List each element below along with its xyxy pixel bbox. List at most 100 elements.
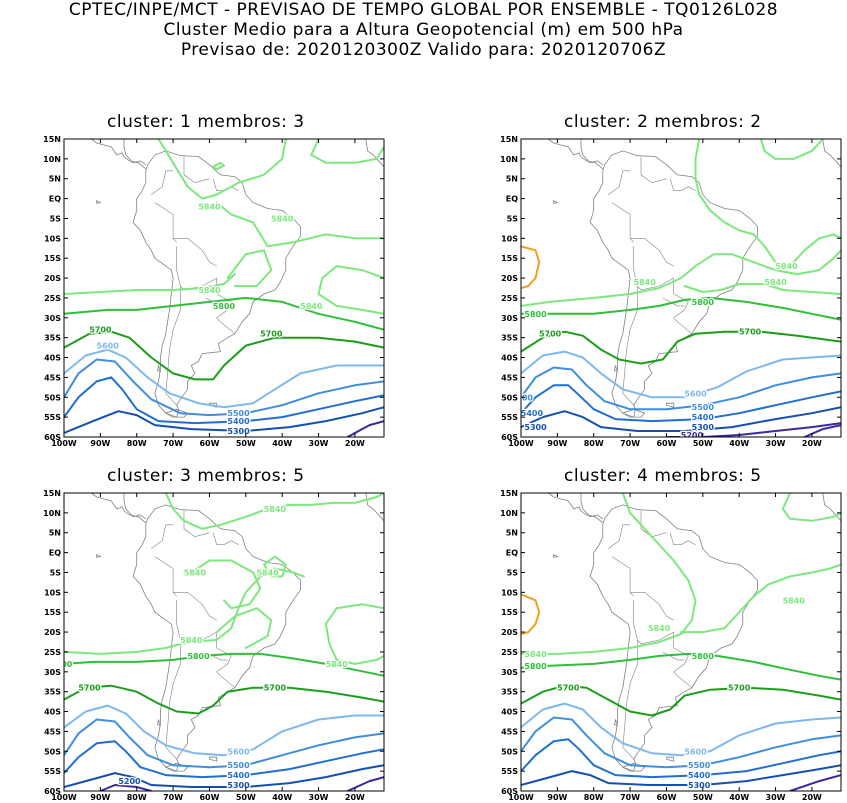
country-border: [173, 592, 217, 621]
country-border: [165, 286, 181, 406]
lon-tick-label: 60W: [656, 793, 676, 802]
lat-tick-label: 10S: [501, 234, 518, 243]
country-border: [622, 640, 638, 760]
lat-tick-label: 25S: [44, 294, 61, 303]
contour-label: 5840: [634, 278, 657, 287]
lat-tick-label: EQ: [506, 195, 518, 204]
lon-tick-label: 30W: [766, 793, 786, 802]
island-coastline: [614, 719, 619, 726]
lat-tick-label: 50S: [501, 393, 518, 402]
lat-tick-label: 5N: [49, 175, 61, 184]
lon-tick-label: 30W: [766, 439, 786, 448]
contour-line: [64, 358, 384, 417]
lat-tick-label: 20S: [44, 274, 61, 283]
country-border: [669, 532, 696, 545]
contour-line: [215, 607, 273, 649]
contour-line: [521, 330, 841, 365]
contour-line: [694, 139, 841, 268]
country-border: [151, 170, 174, 195]
lat-tick-label: 45S: [501, 727, 518, 736]
lon-tick-label: 20W: [802, 439, 822, 448]
lat-tick-label: 25S: [501, 648, 518, 657]
lon-tick-label: 70W: [163, 793, 183, 802]
country-border: [673, 278, 693, 334]
lat-tick-label: 60S: [44, 433, 61, 442]
lat-tick-label: 30S: [44, 668, 61, 677]
contour-line: [324, 603, 384, 665]
contour-line: [64, 348, 384, 409]
contour-line: [683, 283, 841, 295]
contour-line: [665, 422, 841, 437]
contour-line: [215, 201, 384, 248]
contour-label: 5300: [688, 781, 711, 790]
country-border: [154, 202, 177, 243]
contour-label: 5800: [524, 662, 547, 671]
country-border: [176, 246, 217, 291]
africa-coastline: [365, 493, 384, 522]
lat-tick-label: 10N: [43, 509, 61, 518]
contour-label: 5400: [688, 771, 711, 780]
lat-tick-label: 15N: [43, 489, 61, 498]
lat-tick-label: 40S: [44, 354, 61, 363]
south-america-coastline: [589, 504, 758, 772]
contour-line: [64, 296, 384, 331]
central-america-coastline: [123, 493, 147, 520]
contour-line: [64, 764, 384, 788]
country-border: [154, 556, 177, 597]
country-border: [165, 640, 181, 760]
lon-tick-label: 50W: [693, 439, 713, 448]
country-border: [669, 178, 696, 191]
contour-label: 5500: [692, 403, 715, 412]
lat-tick-label: EQ: [49, 549, 61, 558]
contour-label: 5840: [264, 505, 287, 514]
south-america-coastline: [132, 150, 301, 418]
contour-label: 5500: [688, 761, 711, 770]
island-coastline: [614, 365, 619, 372]
country-border: [630, 238, 674, 267]
lon-tick-label: 60W: [199, 439, 219, 448]
lat-tick-label: 30S: [501, 668, 518, 677]
country-border: [611, 202, 634, 243]
contour-line: [212, 161, 225, 171]
lat-tick-label: 5S: [507, 568, 519, 577]
contour-label: 5600: [227, 747, 250, 756]
contour-line: [521, 738, 841, 779]
contour-label: 5800: [213, 302, 236, 311]
contour-line: [64, 718, 384, 769]
lat-tick-label: 60S: [501, 787, 518, 796]
island-coastline: [164, 408, 189, 418]
contour-label: 5300: [227, 781, 250, 790]
contour-label: 5700: [539, 330, 562, 339]
country-border: [673, 632, 693, 688]
lat-tick-label: 55S: [44, 767, 61, 776]
contour-label: 5840: [257, 568, 280, 577]
lon-tick-label: 100W: [508, 793, 534, 802]
lat-tick-label: 25S: [501, 294, 518, 303]
lat-tick-label: 40S: [44, 708, 61, 717]
header-forecast-dates: Previsao de: 2020120300Z Valido para: 20…: [180, 40, 667, 60]
lon-tick-label: 20W: [345, 793, 365, 802]
contour-line: [64, 273, 236, 295]
contour-label: 5840: [180, 636, 203, 645]
lon-tick-label: 40W: [729, 793, 749, 802]
contour-line: [64, 652, 384, 677]
contour-label: 5840: [648, 624, 671, 633]
lat-tick-label: EQ: [506, 549, 518, 558]
contour-line: [521, 249, 841, 307]
contour-label: 5300: [692, 423, 715, 432]
lat-tick-label: 5S: [50, 568, 62, 577]
contour-label: 5840: [524, 650, 547, 659]
lat-tick-label: 5N: [506, 175, 518, 184]
contour-label: 5300: [524, 423, 547, 432]
lat-tick-label: 55S: [44, 413, 61, 422]
lat-tick-label: 10N: [500, 155, 518, 164]
contour-line: [789, 774, 841, 791]
central-america-coastline: [89, 493, 147, 524]
contour-label: 5400: [227, 771, 250, 780]
contour-label: 5200: [681, 431, 704, 440]
country-border: [608, 170, 631, 195]
lat-tick-label: 5N: [49, 529, 61, 538]
island-coastline: [157, 719, 162, 726]
central-america-coastline: [580, 139, 604, 166]
lat-tick-label: 40S: [501, 354, 518, 363]
